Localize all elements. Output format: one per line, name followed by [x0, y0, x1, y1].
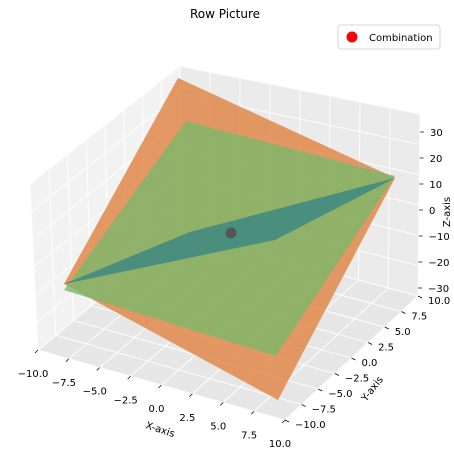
- y-tick-label: 2.5: [378, 343, 394, 354]
- z-tick-label: −20: [428, 258, 449, 269]
- x-tick-label: 5.0: [210, 422, 226, 433]
- y-tick-mark: [301, 404, 306, 407]
- back-grid-line: [179, 65, 421, 115]
- legend-box: [337, 24, 441, 50]
- z-tick-label: 0: [429, 206, 435, 217]
- y-axis-ticks: −10.0 −7.5 −5.0 −2.5 0.02.55.07.510.0: [284, 295, 450, 431]
- x-tick-mark: [158, 384, 162, 389]
- y-tick-label: 0.0: [362, 358, 378, 369]
- combination-point: [225, 227, 237, 239]
- y-tick-label: −2.5: [345, 374, 369, 385]
- x-tick-label: 0.0: [149, 404, 165, 415]
- x-tick-mark: [220, 402, 224, 406]
- y-tick-mark: [334, 373, 340, 376]
- x-tick-mark: [34, 349, 39, 354]
- x-tick-label: 2.5: [179, 413, 195, 424]
- z-tick-label: −10: [429, 232, 450, 243]
- x-tick-mark: [189, 393, 193, 397]
- y-tick-mark: [367, 342, 373, 345]
- x-tick-mark: [250, 411, 255, 415]
- y-tick-label: 7.5: [411, 312, 427, 323]
- x-tick-label: −5.0: [83, 387, 107, 398]
- y-tick-label: −10.0: [295, 420, 326, 431]
- z-tick-label: 20: [430, 154, 443, 165]
- x-tick-label: −2.5: [113, 395, 137, 406]
- y-tick-label: −7.5: [312, 405, 336, 416]
- legend-marker-combination: [346, 31, 358, 43]
- legend-label-combination: Combination: [369, 33, 433, 44]
- x-tick-mark: [281, 419, 286, 424]
- x-tick-label: 10.0: [269, 439, 291, 450]
- left-grid-line: [29, 65, 181, 185]
- x-axis-ticks: −10.0−7.5 −5.0 −2.5 0.0 2.5 5.0 7.5 10.0: [18, 349, 291, 450]
- y-tick-mark: [318, 388, 323, 392]
- y-tick-label: 5.0: [395, 327, 411, 338]
- z-axis-ticks: −30 −20 −10 0 10 20 30: [418, 128, 450, 295]
- x-tick-mark: [96, 367, 100, 371]
- y-tick-mark: [351, 357, 356, 361]
- chart-title: Row Picture: [190, 7, 260, 21]
- y-tick-mark: [417, 295, 423, 299]
- z-tick-label: 10: [429, 180, 442, 191]
- x-tick-label: −10.0: [18, 369, 49, 380]
- y-tick-mark: [384, 326, 389, 330]
- y-tick-mark: [401, 311, 406, 314]
- left-grid-line: [31, 93, 181, 213]
- legend: Combination: [337, 24, 441, 50]
- z-tick-label: 30: [430, 128, 443, 139]
- x-tick-mark: [65, 358, 70, 362]
- x-tick-mark: [127, 376, 131, 380]
- z-tick-label: −30: [428, 284, 449, 295]
- y-tick-mark: [284, 419, 290, 423]
- x-tick-label: 7.5: [241, 430, 257, 441]
- y-tick-label: 10.0: [428, 296, 450, 307]
- y-tick-label: −5.0: [328, 389, 352, 400]
- x-tick-label: −7.5: [52, 378, 76, 389]
- z-axis-label: Z-axis: [442, 197, 453, 227]
